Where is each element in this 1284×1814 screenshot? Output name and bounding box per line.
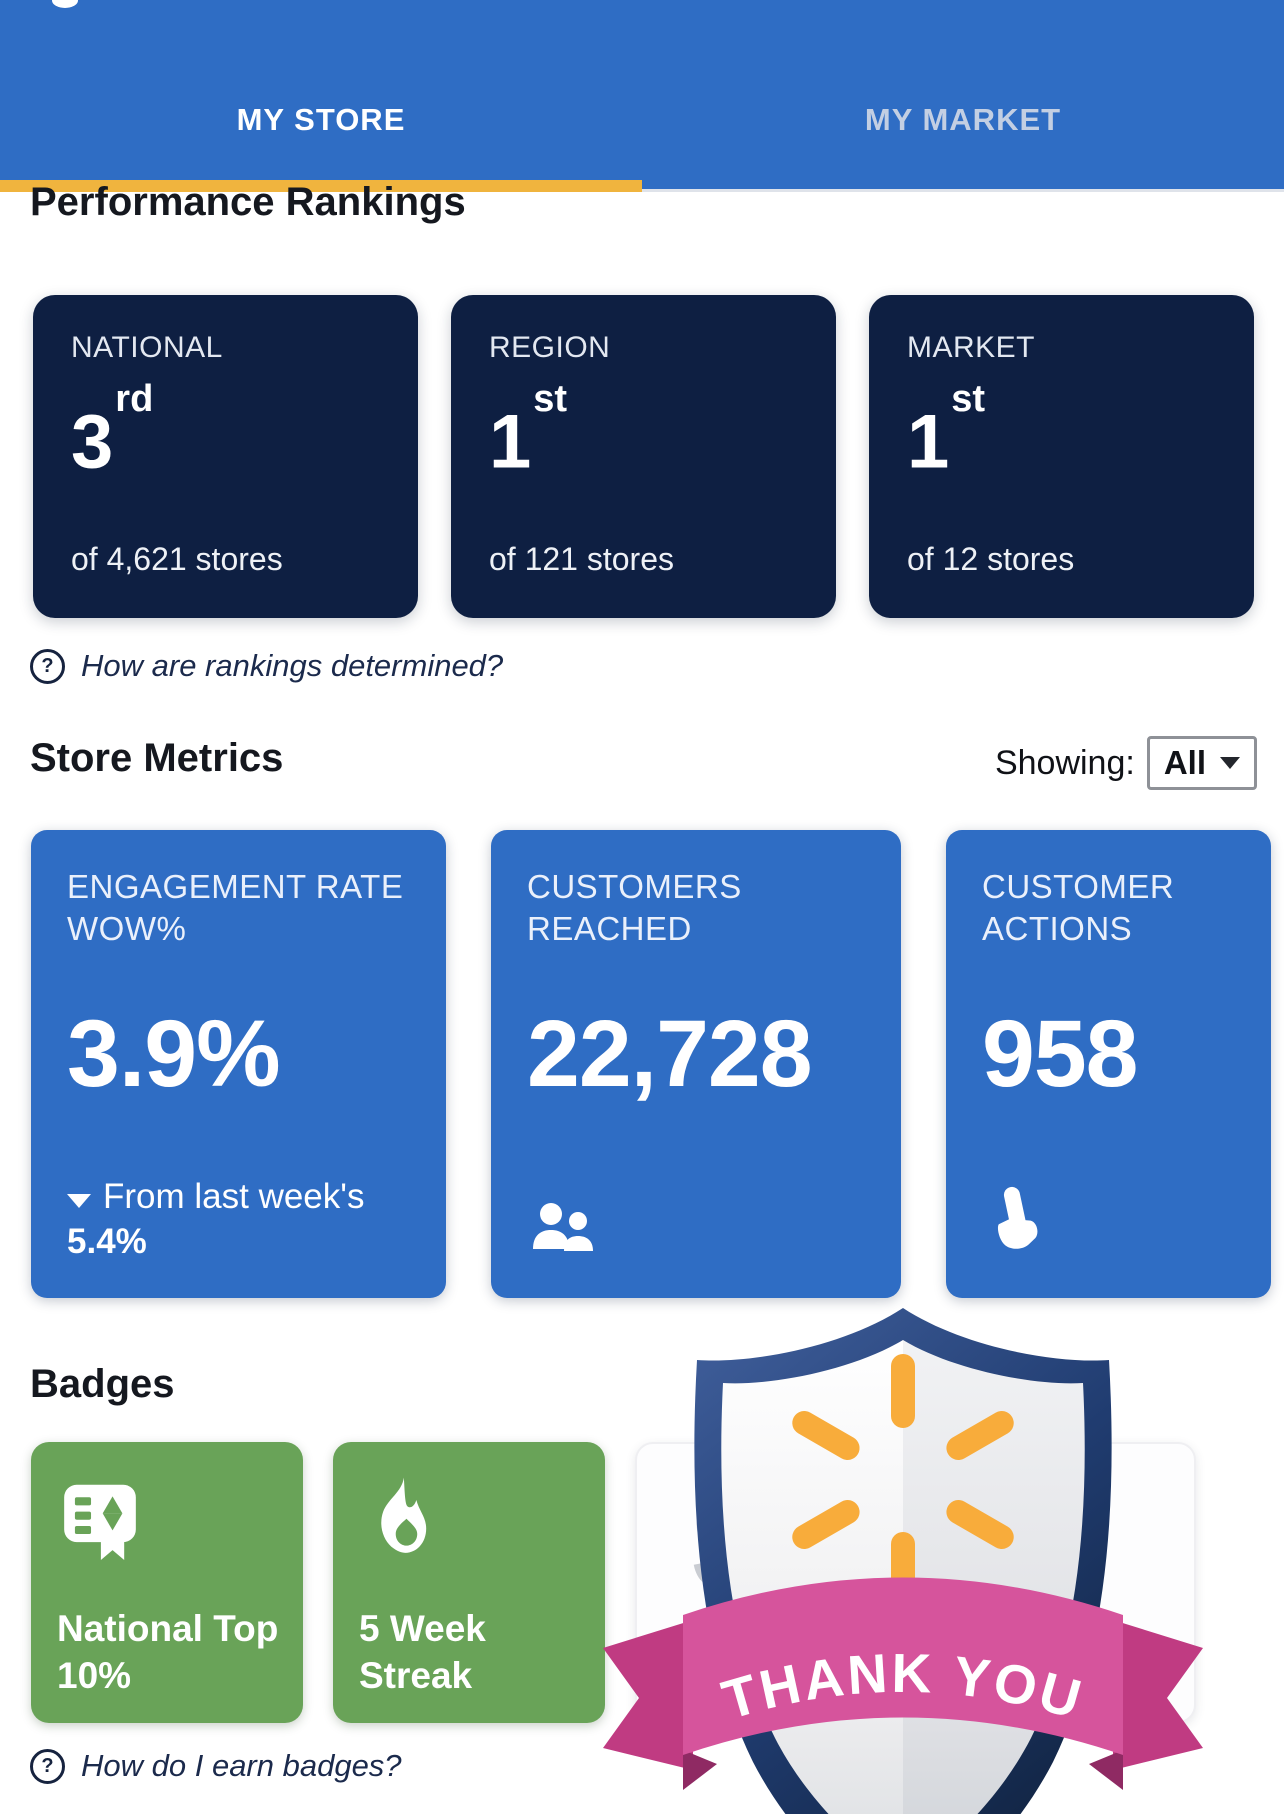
metric-value: 958 (982, 1001, 1139, 1107)
metric-value: 3.9% (67, 1001, 281, 1107)
ranking-card-national: NATIONAL 3rd of 4,621 stores (33, 295, 418, 618)
ranking-of-text: of 12 stores (907, 541, 1075, 577)
ranking-label: NATIONAL (71, 331, 223, 364)
ribbon-right-wing (1113, 1620, 1203, 1770)
header: MY STORE MY MARKET (0, 0, 1284, 192)
ribbon-left-fold (683, 1750, 717, 1790)
ranking-value: 1st (907, 378, 986, 485)
showing-label: Showing: (994, 743, 1135, 782)
rankings-row: NATIONAL 3rd of 4,621 stores REGION 1st … (33, 295, 1254, 618)
rankings-section-title: Performance Rankings (30, 180, 466, 224)
rankings-help-text: How are rankings determined? (81, 648, 504, 683)
question-circle-icon: ? (30, 1748, 65, 1784)
metric-label: CUSTOMERS REACHED (527, 868, 742, 947)
badge-label: National Top 10% (57, 1608, 279, 1696)
metric-label: ENGAGEMENT RATE WOW% (67, 868, 404, 947)
metric-trend-footer: From last week's 5.4% (67, 1177, 365, 1261)
tab-my-market[interactable]: MY MARKET (864, 102, 1062, 137)
tab-my-store[interactable]: MY STORE (236, 102, 406, 137)
ranking-card-market: MARKET 1st of 12 stores (869, 295, 1254, 618)
ranking-value: 3rd (71, 378, 154, 485)
active-tab-indicator (0, 180, 642, 192)
people-icon (527, 1201, 603, 1258)
badges-section-title: Badges (30, 1362, 175, 1406)
chevron-down-icon (1220, 757, 1240, 769)
ribbon-left-wing (603, 1620, 693, 1770)
metric-card-customer-actions: CUSTOMER ACTIONS 958 (946, 830, 1271, 1298)
partial-logo-icon (52, 0, 78, 8)
showing-selected-value: All (1163, 744, 1206, 781)
question-circle-icon: ? (30, 648, 65, 684)
ranking-card-region: REGION 1st of 121 stores (451, 295, 836, 618)
tap-hand-icon (982, 1185, 1046, 1258)
walmart-spark-icon (792, 1354, 1014, 1606)
metric-card-engagement-rate: ENGAGEMENT RATE WOW% 3.9% From last week… (31, 830, 446, 1298)
trend-down-icon (67, 1194, 91, 1208)
ranking-value: 1st (489, 378, 568, 485)
ranking-of-text: of 4,621 stores (71, 541, 283, 577)
showing-select[interactable]: All (1146, 736, 1257, 790)
metrics-section-title: Store Metrics (30, 736, 284, 780)
ranking-of-text: of 121 stores (489, 541, 674, 577)
ribbon-right-fold (1089, 1750, 1123, 1790)
metric-label: CUSTOMER ACTIONS (982, 868, 1175, 947)
metric-value: 22,728 (527, 1001, 813, 1107)
badges-help-text: How do I earn badges? (81, 1748, 402, 1783)
flame-icon (359, 1474, 445, 1565)
tab-bar: MY STORE MY MARKET (0, 0, 1284, 180)
ranking-label: MARKET (907, 331, 1036, 364)
metrics-row: ENGAGEMENT RATE WOW% 3.9% From last week… (31, 830, 1271, 1298)
certificate-icon (57, 1474, 143, 1565)
badge-5-week-streak: 5 Week Streak (333, 1442, 605, 1723)
metric-card-customers-reached: CUSTOMERS REACHED 22,728 (491, 830, 901, 1298)
thank-you-shield-overlay: THANK YOU (583, 1250, 1223, 1814)
ranking-label: REGION (489, 331, 611, 364)
ribbon-band (683, 1577, 1123, 1755)
badge-national-top-10: National Top 10% (31, 1442, 303, 1723)
showing-control: Showing: All (995, 736, 1257, 790)
badge-label: 5 Week Streak (359, 1608, 486, 1696)
rankings-help-link[interactable]: ? How are rankings determined? (30, 648, 503, 684)
badges-help-link[interactable]: ? How do I earn badges? (30, 1748, 402, 1784)
inactive-tab-underline (642, 189, 1284, 192)
